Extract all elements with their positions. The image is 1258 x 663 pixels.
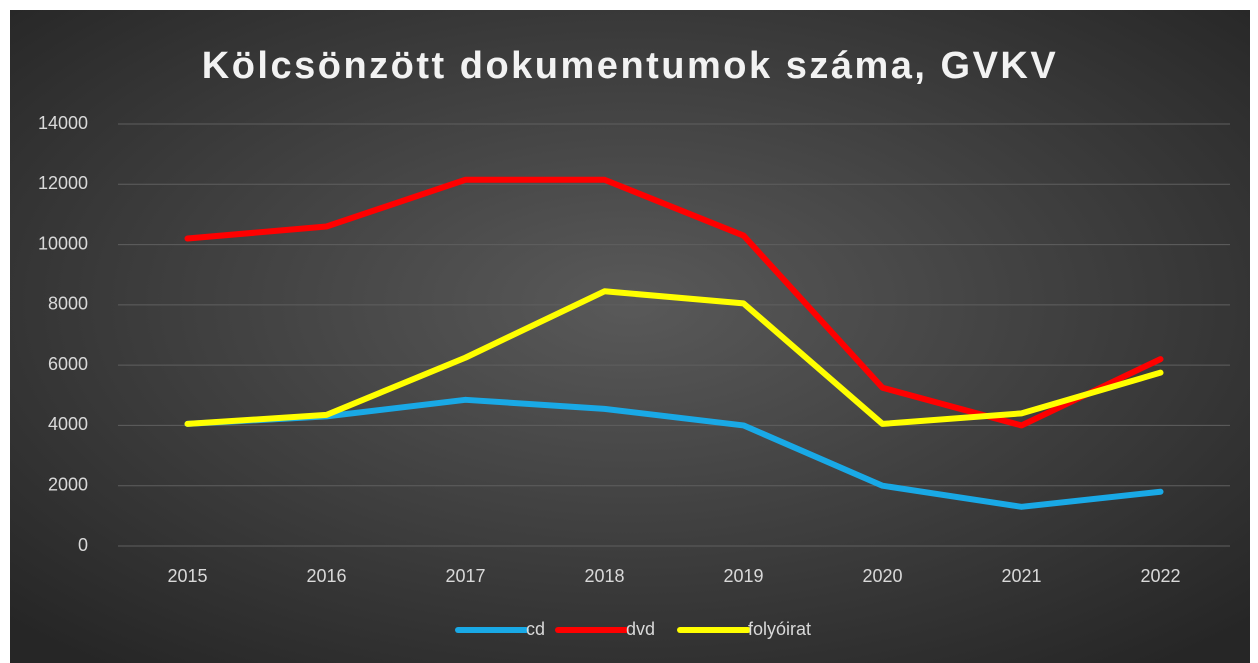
chart-title: Kölcsönzött dokumentumok száma, GVKV xyxy=(202,45,1058,87)
line-series xyxy=(184,396,1164,510)
line-series xyxy=(184,288,1164,427)
x-tick-label: 2022 xyxy=(1140,566,1180,586)
x-tick-label: 2020 xyxy=(862,566,902,586)
y-tick-label: 12000 xyxy=(38,173,88,193)
line-series xyxy=(184,176,1164,429)
y-tick-label: 14000 xyxy=(38,113,88,133)
y-tick-label: 10000 xyxy=(38,233,88,253)
legend-label: dvd xyxy=(626,619,655,639)
y-tick-label: 0 xyxy=(78,535,88,555)
y-tick-label: 2000 xyxy=(48,474,88,494)
y-tick-label: 8000 xyxy=(48,294,88,314)
x-tick-label: 2018 xyxy=(584,566,624,586)
y-tick-label: 4000 xyxy=(48,414,88,434)
y-tick-label: 6000 xyxy=(48,354,88,374)
x-tick-label: 2017 xyxy=(445,566,485,586)
x-tick-label: 2016 xyxy=(306,566,346,586)
x-tick-label: 2015 xyxy=(167,566,207,586)
legend-label: folyóirat xyxy=(748,619,811,639)
x-tick-label: 2021 xyxy=(1001,566,1041,586)
chart-background xyxy=(10,10,1250,663)
x-tick-label: 2019 xyxy=(723,566,763,586)
legend-label: cd xyxy=(526,619,545,639)
